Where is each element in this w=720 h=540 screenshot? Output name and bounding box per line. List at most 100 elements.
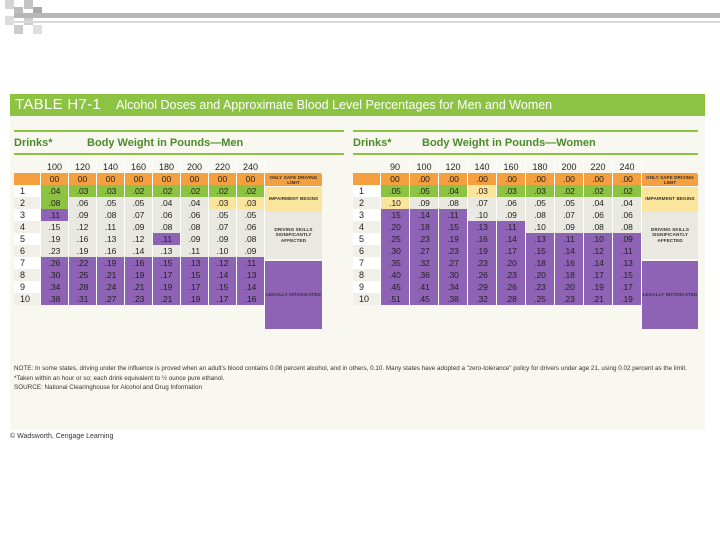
- table-cell: .05: [237, 209, 265, 221]
- table-cell: .06: [497, 197, 526, 209]
- table-cell: .20: [497, 257, 526, 269]
- table-title: Alcohol Doses and Approximate Blood Leve…: [116, 98, 553, 112]
- subrow-cell: 00: [181, 173, 209, 185]
- table-cell: .15: [181, 269, 209, 281]
- drink-count: 10: [353, 293, 381, 305]
- table-cell: .02: [584, 185, 613, 197]
- table-cell: .34: [439, 281, 468, 293]
- table-cell: .10: [209, 245, 237, 257]
- table-cell: .41: [410, 281, 439, 293]
- table-cell: .45: [381, 281, 410, 293]
- table-cell: .21: [153, 293, 181, 305]
- table-cell: .16: [69, 233, 97, 245]
- table-cell: .02: [153, 185, 181, 197]
- table-cell: .09: [125, 221, 153, 233]
- table-cell: .09: [555, 221, 584, 233]
- table-cell: .09: [410, 197, 439, 209]
- table-cell: .20: [526, 269, 555, 281]
- table-cell: .14: [125, 245, 153, 257]
- table-cell: .09: [69, 209, 97, 221]
- table-cell: .30: [381, 245, 410, 257]
- table-cell: .28: [497, 293, 526, 305]
- table-cell: .19: [439, 233, 468, 245]
- subrow-cell: 00: [237, 173, 265, 185]
- table-cell: .09: [181, 233, 209, 245]
- subrow-cell: .00: [410, 173, 439, 185]
- table-cell: .15: [381, 209, 410, 221]
- table-cell: .19: [125, 269, 153, 281]
- table-cell: .23: [468, 257, 497, 269]
- header-rule-light: [14, 21, 720, 23]
- drink-count: 5: [14, 233, 41, 245]
- table-cell: .30: [439, 269, 468, 281]
- table-cell: .11: [237, 257, 265, 269]
- table-cell: .23: [41, 245, 69, 257]
- copyright-credit: © Wadsworth, Cengage Learning: [10, 433, 114, 440]
- weight-label: 120: [439, 161, 468, 173]
- weight-label: 180: [153, 161, 181, 173]
- table-cell: .02: [125, 185, 153, 197]
- weight-label: 240: [613, 161, 642, 173]
- table-cell: .14: [410, 209, 439, 221]
- table-cell: .04: [181, 197, 209, 209]
- table-cell: .15: [209, 281, 237, 293]
- band-label: DRIVING SKILLS SIGNIFICANTLY AFFECTED: [265, 211, 322, 259]
- table-cell: .25: [381, 233, 410, 245]
- table-cell: .06: [584, 209, 613, 221]
- table-cell: .10: [381, 197, 410, 209]
- table-cell: .19: [69, 245, 97, 257]
- table-cell: .23: [125, 293, 153, 305]
- weight-label: 220: [584, 161, 613, 173]
- slide-decoration: [0, 0, 400, 40]
- table-cell: .24: [97, 281, 125, 293]
- band-label: LEGALLY INTOXICATED: [642, 261, 698, 329]
- table-cell: .09: [209, 233, 237, 245]
- band-label: ONLY SAFE DRIVING LIMIT: [642, 174, 698, 186]
- table-cell: .13: [97, 233, 125, 245]
- table-cell: .03: [526, 185, 555, 197]
- table-cell: .05: [97, 197, 125, 209]
- table-cell: .02: [209, 185, 237, 197]
- drink-count: 7: [14, 257, 41, 269]
- table-cell: .16: [468, 233, 497, 245]
- table-cell: .35: [381, 257, 410, 269]
- table-cell: .13: [468, 221, 497, 233]
- men-weight-header: Body Weight in Pounds—Men: [87, 137, 244, 149]
- table-cell: .16: [125, 257, 153, 269]
- table-cell: .07: [468, 197, 497, 209]
- subrow-blank: [353, 173, 381, 185]
- table-cell: .05: [526, 197, 555, 209]
- subrow-blank: [14, 173, 41, 185]
- table-cell: .05: [125, 197, 153, 209]
- table-cell: .08: [97, 209, 125, 221]
- table-cell: .19: [468, 245, 497, 257]
- table-cell: .02: [613, 185, 642, 197]
- header-rule: [14, 13, 720, 18]
- drink-count: 9: [14, 281, 41, 293]
- table-cell: .22: [69, 257, 97, 269]
- weight-label: 100: [41, 161, 69, 173]
- drink-count: 5: [353, 233, 381, 245]
- band-label: ONLY SAFE DRIVING LIMIT: [265, 174, 322, 186]
- weight-label: 120: [69, 161, 97, 173]
- table-cell: .29: [468, 281, 497, 293]
- table-cell: .04: [584, 197, 613, 209]
- table-cell: .28: [69, 281, 97, 293]
- table-cell: .11: [153, 233, 181, 245]
- table-cell: .04: [153, 197, 181, 209]
- band-label: DRIVING SKILLS SIGNIFICANTLY AFFECTED: [642, 211, 698, 259]
- table-cell: .08: [181, 221, 209, 233]
- subrow-cell: 00: [381, 173, 410, 185]
- weight-label: 140: [468, 161, 497, 173]
- table-cell: .17: [181, 281, 209, 293]
- alcohol-table: TABLE H7-1 Alcohol Doses and Approximate…: [10, 94, 705, 430]
- drink-count: 8: [14, 269, 41, 281]
- table-cell: .26: [497, 281, 526, 293]
- table-cell: .04: [613, 197, 642, 209]
- table-cell: .21: [584, 293, 613, 305]
- subrow-cell: 00: [97, 173, 125, 185]
- table-cell: .20: [555, 281, 584, 293]
- men-drinks-header: Drinks*: [14, 137, 53, 149]
- table-title-bar: TABLE H7-1 Alcohol Doses and Approximate…: [10, 94, 705, 116]
- table-cell: .14: [237, 281, 265, 293]
